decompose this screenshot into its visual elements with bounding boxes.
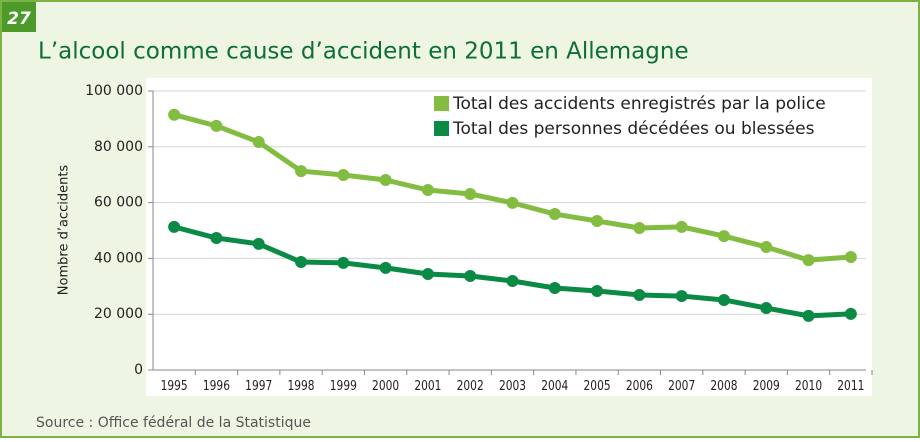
x-tick-label: 2009 [753, 378, 780, 393]
data-point [421, 184, 434, 197]
chart-title: L’alcool comme cause d’accident en 2011 … [38, 39, 689, 65]
y-tick-label: 60 000 [94, 195, 143, 211]
y-axis-label: Nombre d’accidents [57, 165, 72, 296]
data-point [337, 256, 350, 269]
x-tick-label: 1997 [245, 378, 272, 393]
data-point [379, 261, 392, 274]
data-point [210, 232, 223, 245]
data-point [760, 302, 773, 315]
legend-swatch [434, 96, 449, 111]
x-tick-label: 1999 [330, 378, 357, 393]
x-tick-label: 2007 [668, 378, 695, 393]
data-point [421, 268, 434, 281]
legend-label: Total des accidents enregistrés par la p… [452, 94, 826, 114]
data-point [760, 240, 773, 253]
data-point [802, 309, 815, 322]
data-point [464, 269, 477, 282]
badge: 27 [7, 9, 31, 29]
plot-area [146, 78, 872, 396]
legend-label: Total des personnes décédées ou blessées [452, 119, 815, 139]
x-tick-label: 1996 [203, 378, 230, 393]
badge-box [2, 2, 36, 32]
x-tick-label: 2003 [499, 378, 526, 393]
data-point [168, 220, 181, 233]
data-point [633, 288, 646, 301]
data-point [548, 208, 561, 221]
x-tick-label: 2011 [837, 378, 864, 393]
data-point [591, 215, 604, 228]
x-tick-label: 2006 [626, 378, 653, 393]
data-point [337, 168, 350, 181]
data-point [295, 256, 308, 269]
data-point [675, 220, 688, 233]
data-point [717, 230, 730, 243]
x-tick-label: 2001 [414, 378, 441, 393]
x-tick-label: 2005 [584, 378, 611, 393]
data-point [844, 251, 857, 264]
data-point [252, 136, 265, 149]
x-tick-label: 2010 [795, 378, 822, 393]
x-tick-label: 2008 [710, 378, 737, 393]
y-tick-label: 100 000 [85, 83, 143, 99]
x-tick-label: 2002 [457, 378, 484, 393]
x-tick-label: 2000 [372, 378, 399, 393]
x-tick-label: 1995 [161, 378, 188, 393]
data-point [168, 108, 181, 121]
data-point [717, 293, 730, 306]
legend-swatch [434, 121, 449, 136]
data-point [802, 254, 815, 267]
data-point [295, 165, 308, 178]
data-point [210, 119, 223, 132]
y-tick-label: 0 [134, 362, 143, 378]
source: Source : Office fédéral de la Statistiqu… [36, 415, 311, 431]
data-point [844, 307, 857, 320]
data-point [464, 187, 477, 200]
data-point [252, 237, 265, 250]
data-point [591, 285, 604, 298]
x-tick-label: 1998 [287, 378, 314, 393]
data-point [379, 174, 392, 187]
y-tick-label: 80 000 [94, 139, 143, 155]
y-tick-label: 20 000 [94, 306, 143, 322]
x-tick-label: 2004 [541, 378, 568, 393]
data-point [506, 274, 519, 287]
data-point [633, 221, 646, 234]
y-tick-label: 40 000 [94, 250, 143, 266]
data-point [548, 281, 561, 294]
data-point [506, 196, 519, 209]
data-point [675, 290, 688, 303]
